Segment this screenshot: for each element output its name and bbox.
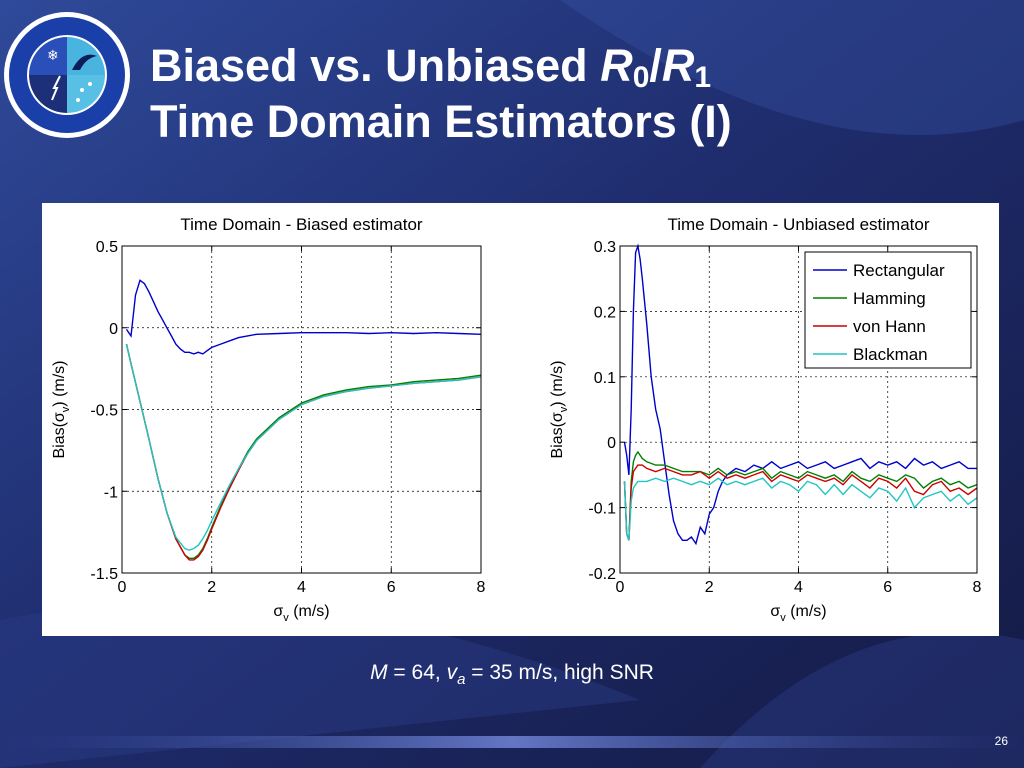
legend-box [804, 251, 972, 369]
y-tick-label: -0.2 [588, 566, 616, 583]
series-line-blackman [125, 343, 482, 551]
y-tick-label: 0.2 [594, 304, 616, 321]
x-tick-label: 8 [477, 579, 486, 596]
slide-caption: M = 64, va = 35 m/s, high SNR [370, 661, 654, 689]
page-number: 26 [994, 734, 1008, 748]
y-tick-label: -1.5 [90, 566, 118, 583]
x-tick-label: 0 [616, 579, 625, 596]
x-tick-label: 8 [973, 579, 982, 596]
x-tick-label: 4 [794, 579, 803, 596]
x-tick-label: 2 [705, 579, 714, 596]
x-tick-label: 2 [207, 579, 216, 596]
y-tick-label: 0 [607, 435, 616, 452]
y-tick-label: -1 [104, 484, 118, 501]
x-axis-label: σv (m/s) [273, 603, 329, 624]
svg-text:❄: ❄ [47, 48, 59, 64]
charts-svg: 0 2 4 6 8 -1.5 -1 -0.5 0 0.5 Time Domain - Biased … [51, 215, 982, 624]
x-tick-label: 6 [883, 579, 892, 596]
nssl-logo: ❄ [4, 12, 130, 138]
series-line-rectangular [125, 279, 482, 355]
legend-entry: Hamming [853, 289, 926, 308]
chart-title: Time Domain - Unbiased estimator [667, 215, 929, 234]
chart-1: 0 2 4 6 8 -1.5 -1 -0.5 0 0.5 Time Domain - Biased … [51, 215, 486, 624]
series-line-von-hann [623, 464, 978, 541]
series-line-hamming [125, 343, 482, 559]
y-tick-label: 0.3 [594, 239, 616, 256]
series-line-von-hann [125, 343, 482, 561]
legend-entry: von Hann [853, 317, 926, 336]
slide-title: Biased vs. Unbiased R0/R1 Time Domain Est… [150, 40, 732, 147]
legend-entry: Rectangular [853, 261, 945, 280]
chart-2: 0 2 4 6 8 -0.2 -0.1 0 0.1 0.2 0.3 Time Domain - Unb… [549, 215, 982, 624]
legend-entry: Blackman [853, 345, 928, 364]
y-tick-label: 0.1 [594, 370, 616, 387]
x-tick-label: 4 [297, 579, 306, 596]
y-tick-label: 0 [109, 321, 118, 338]
x-tick-label: 6 [387, 579, 396, 596]
y-axis-label: Bias(σv) (m/s) [51, 360, 72, 458]
y-tick-label: -0.1 [588, 501, 616, 518]
series-line-rectangular [623, 243, 977, 546]
y-axis-label: Bias(σv) (m/s) [549, 360, 570, 458]
x-axis-label: σv (m/s) [770, 603, 826, 624]
chart-title: Time Domain - Biased estimator [180, 215, 423, 234]
series-line-blackman [623, 477, 978, 541]
series-line-hamming [623, 450, 978, 541]
y-tick-label: 0.5 [96, 239, 118, 256]
y-tick-label: -0.5 [90, 403, 118, 420]
charts-panel: 0 2 4 6 8 -1.5 -1 -0.5 0 0.5 Time Domain - Biased … [42, 203, 999, 636]
legend: Rectangular Hamming von Hann Blackman [804, 251, 972, 369]
x-tick-label: 0 [118, 579, 127, 596]
